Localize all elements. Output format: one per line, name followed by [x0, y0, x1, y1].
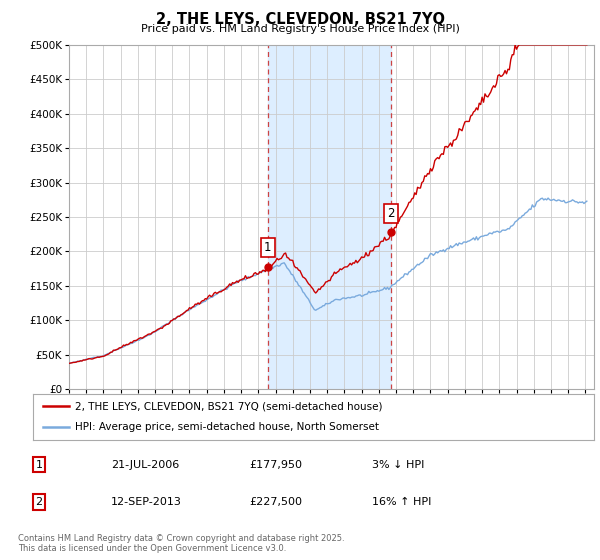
Text: 3% ↓ HPI: 3% ↓ HPI	[372, 460, 424, 470]
Text: HPI: Average price, semi-detached house, North Somerset: HPI: Average price, semi-detached house,…	[75, 422, 379, 432]
Text: 2: 2	[388, 207, 395, 220]
Text: Contains HM Land Registry data © Crown copyright and database right 2025.
This d: Contains HM Land Registry data © Crown c…	[18, 534, 344, 553]
Text: 21-JUL-2006: 21-JUL-2006	[111, 460, 179, 470]
Text: 12-SEP-2013: 12-SEP-2013	[111, 497, 182, 507]
Bar	[268, 45, 391, 389]
Text: 1: 1	[264, 241, 272, 254]
Text: Price paid vs. HM Land Registry's House Price Index (HPI): Price paid vs. HM Land Registry's House …	[140, 24, 460, 34]
Text: 2: 2	[35, 497, 43, 507]
Text: 1: 1	[35, 460, 43, 470]
Text: 2, THE LEYS, CLEVEDON, BS21 7YQ (semi-detached house): 2, THE LEYS, CLEVEDON, BS21 7YQ (semi-de…	[75, 401, 383, 411]
Text: £227,500: £227,500	[249, 497, 302, 507]
Text: £177,950: £177,950	[249, 460, 302, 470]
Text: 2, THE LEYS, CLEVEDON, BS21 7YQ: 2, THE LEYS, CLEVEDON, BS21 7YQ	[155, 12, 445, 27]
Text: 16% ↑ HPI: 16% ↑ HPI	[372, 497, 431, 507]
